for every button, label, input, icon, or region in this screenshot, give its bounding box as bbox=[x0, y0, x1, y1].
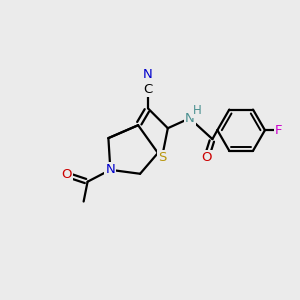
Text: H: H bbox=[193, 104, 202, 117]
Text: N: N bbox=[106, 163, 115, 176]
Text: F: F bbox=[275, 124, 283, 137]
Text: C: C bbox=[143, 83, 153, 96]
Text: N: N bbox=[143, 68, 153, 81]
Text: O: O bbox=[201, 152, 212, 164]
Text: N: N bbox=[185, 112, 194, 125]
Text: S: S bbox=[158, 152, 166, 164]
Text: O: O bbox=[61, 168, 72, 181]
